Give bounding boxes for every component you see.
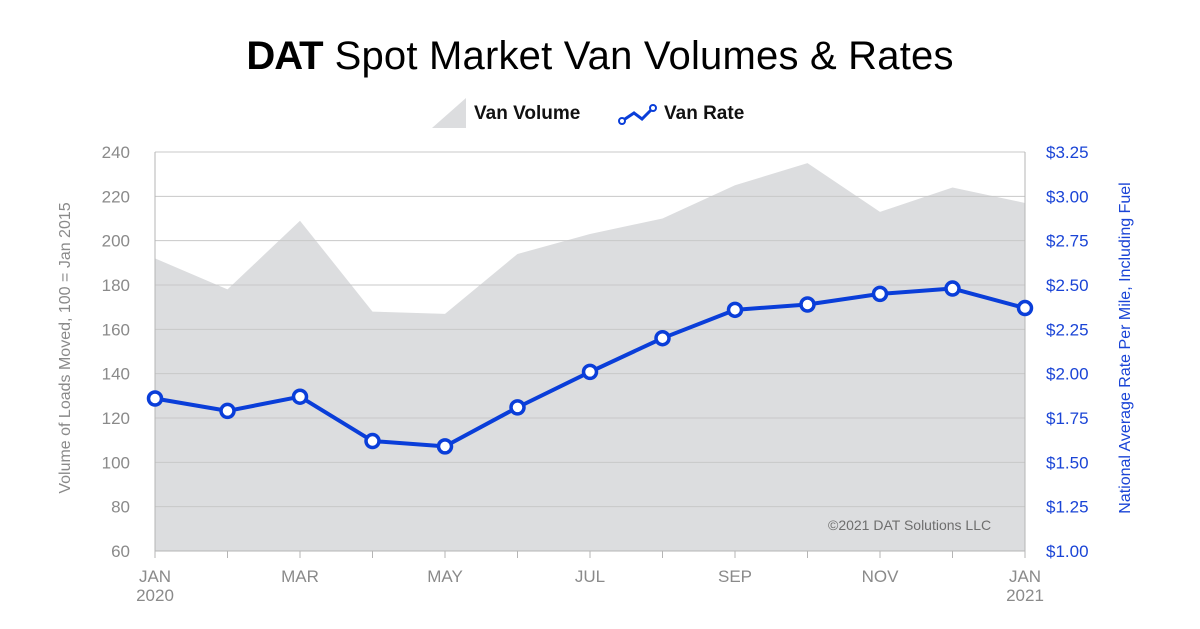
x-tick-label-year: 2020: [136, 586, 174, 605]
y-left-tick-label: 140: [102, 365, 130, 384]
y-right-tick-label: $2.50: [1046, 276, 1089, 295]
y-left-tick-label: 240: [102, 143, 130, 162]
legend-label-van-volume: Van Volume: [474, 103, 581, 124]
van-rate-point: [509, 399, 526, 416]
y-left-tick-label: 220: [102, 187, 130, 206]
chart-title-brand: DAT: [246, 34, 323, 78]
chart-title: DAT Spot Market Van Volumes & Rates: [0, 34, 1200, 79]
legend-item-van-rate: Van Rate: [618, 96, 744, 132]
y-right-tick-label: $3.00: [1046, 187, 1089, 206]
y-axis-right-title: National Average Rate Per Mile, Includin…: [1117, 182, 1134, 514]
y-left-tick-label: 80: [111, 498, 130, 517]
y-right-tick-label: $2.25: [1046, 320, 1089, 339]
van-rate-point: [364, 432, 381, 450]
copyright-text: ©2021 DAT Solutions LLC: [828, 517, 992, 533]
y-right-tick-label: $1.25: [1046, 498, 1089, 517]
van-rate-point: [871, 285, 889, 303]
legend-item-van-volume: Van Volume: [432, 96, 580, 132]
van-rate-point: [436, 438, 454, 455]
y-left-tick-label: 200: [102, 232, 130, 251]
van-volume-area: [155, 163, 1025, 552]
x-tick-label: JUL: [575, 567, 605, 586]
x-tick-label: NOV: [862, 567, 900, 586]
van-rate-point: [944, 280, 961, 297]
y-left-tick-label: 120: [102, 409, 130, 428]
van-rate-point: [146, 390, 164, 407]
y-right-tick-label: $2.00: [1046, 365, 1089, 384]
y-left-tick-label: 60: [111, 542, 130, 561]
chart-title-text: Spot Market Van Volumes & Rates: [334, 34, 954, 78]
y-left-tick-label: 100: [102, 453, 130, 472]
x-tick-label: SEP: [718, 567, 752, 586]
van-rate-point: [291, 388, 309, 405]
y-axis-left-title: Volume of Loads Moved, 100 = Jan 2015: [57, 202, 74, 494]
van-rate-point: [219, 402, 236, 420]
van-rate-point: [654, 329, 671, 347]
legend-label-van-rate: Van Rate: [664, 103, 745, 124]
y-right-tick-label: $2.75: [1046, 232, 1089, 251]
van-rate-point: [726, 301, 744, 319]
y-right-tick-label: $1.75: [1046, 409, 1089, 428]
y-right-tick-label: $1.00: [1046, 542, 1089, 561]
x-tick-label: JAN: [1009, 567, 1041, 586]
y-right-tick-label: $3.25: [1046, 143, 1089, 162]
van-rate-point: [799, 296, 816, 313]
area-swatch-icon: [432, 98, 466, 128]
y-right-tick-label: $1.50: [1046, 453, 1089, 472]
legend: Van Volume Van Rate: [0, 96, 1200, 132]
x-tick-label-year: 2021: [1006, 586, 1044, 605]
x-tick-label: MAY: [427, 567, 463, 586]
x-tick-label: MAR: [281, 567, 319, 586]
van-rate-point: [581, 363, 599, 381]
van-rate-point: [1016, 299, 1034, 317]
x-tick-label: JAN: [139, 567, 171, 586]
line-swatch-icon: [618, 104, 657, 125]
y-left-tick-label: 180: [102, 276, 130, 295]
y-left-tick-label: 160: [102, 320, 130, 339]
